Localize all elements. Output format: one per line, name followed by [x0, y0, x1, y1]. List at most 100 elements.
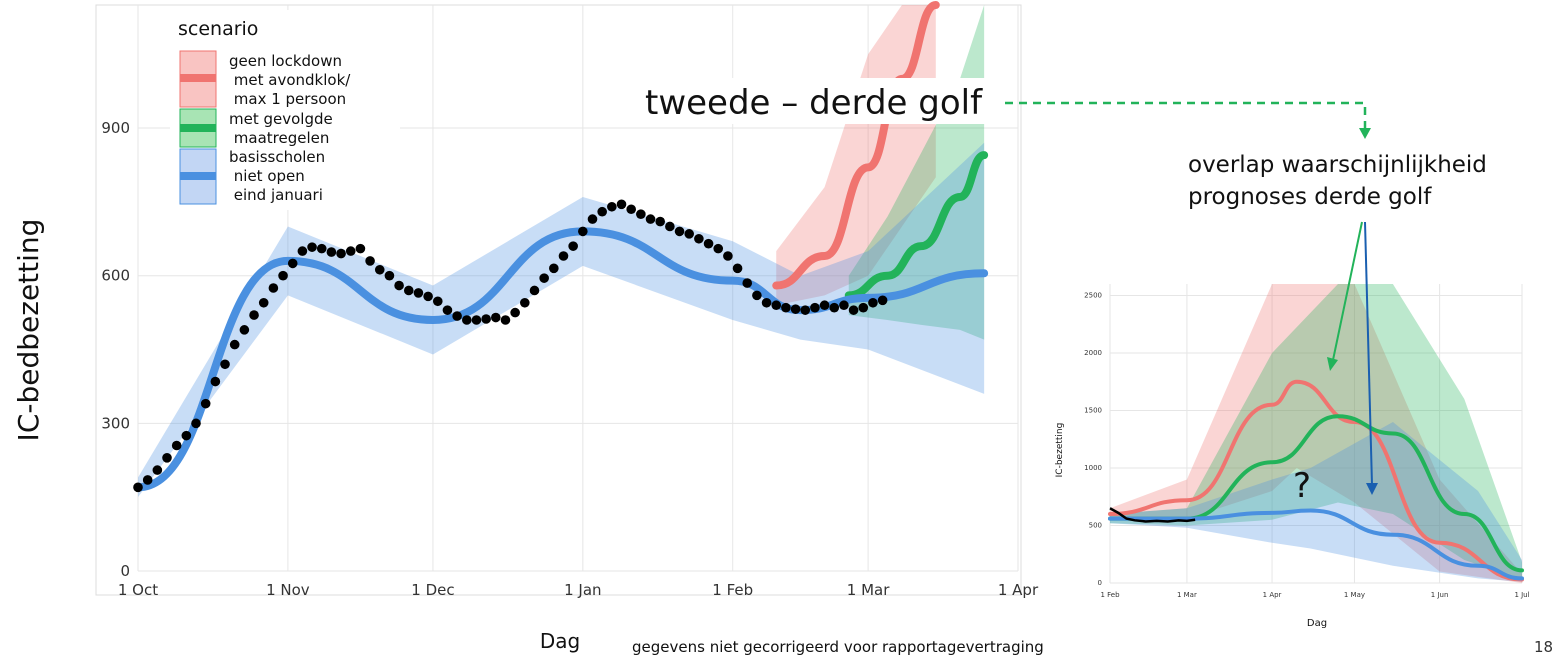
main-observed-point: [142, 475, 153, 485]
main-observed-point: [800, 305, 811, 315]
main-observed-point: [819, 300, 830, 311]
main-observed-point: [258, 297, 269, 308]
main-observed-point: [636, 209, 646, 219]
main-observed-point: [210, 376, 221, 387]
main-observed-point: [877, 295, 888, 306]
main-observed-point: [723, 251, 733, 261]
inset-x-axis-label: Dag: [1307, 618, 1327, 629]
legend-label-red-2: met avondklok/: [229, 71, 351, 89]
main-observed-point: [848, 305, 859, 315]
main-observed-point: [336, 248, 346, 259]
main-y-tick-label: 900: [101, 119, 130, 137]
legend-label-red-3: max 1 persoon: [229, 90, 346, 108]
inset-x-ticks: 1 Feb 1 Mar 1 Apr 1 May 1 Jun 1 Jul: [1100, 591, 1529, 599]
question-mark: ?: [1293, 466, 1311, 506]
main-x-ticks: 1 Oct 1 Nov 1 Dec 1 Jan 1 Feb 1 Mar 1 Apr: [118, 581, 1039, 599]
main-observed-point: [829, 302, 840, 313]
main-x-axis-label: Dag: [540, 629, 580, 653]
main-observed-point: [558, 251, 569, 261]
main-x-tick-label: 1 Jan: [564, 581, 601, 599]
main-observed-point: [162, 453, 172, 463]
inset-observed-points: [1109, 507, 1196, 523]
annotation-dashed-arrow: [1005, 101, 1367, 130]
main-observed-point: [491, 312, 501, 323]
main-x-tick-label: 1 Oct: [118, 581, 158, 599]
main-observed-point: [316, 243, 327, 254]
overlap-arrow-blue: [1364, 221, 1373, 486]
main-y-tick-label: 600: [101, 267, 130, 285]
inset-y-tick-label: 1000: [1084, 464, 1102, 472]
main-observed-point: [481, 314, 491, 324]
main-observed-point: [607, 201, 617, 212]
inset-plot-panel: [1098, 283, 1536, 593]
main-observed-point: [374, 264, 385, 275]
main-observed-point: [665, 221, 675, 232]
main-observed-point: [413, 288, 424, 298]
main-observed-point: [229, 339, 240, 350]
inset-x-tick-label: 1 Jul: [1514, 591, 1529, 599]
main-observed-point: [732, 263, 743, 274]
main-observed-point: [326, 247, 337, 257]
main-y-tick-label: 0: [120, 562, 130, 580]
main-band-2: [138, 142, 985, 498]
legend-label-green-2: maatregelen: [229, 129, 329, 147]
main-observed-point: [510, 307, 520, 318]
annotation-main: tweede – derde golf: [645, 83, 983, 123]
inset-lines: [1108, 379, 1524, 582]
inset-y-tick-label: 500: [1089, 522, 1102, 530]
main-observed-point: [171, 440, 182, 451]
main-observed-point: [839, 300, 849, 311]
main-observed-point: [239, 325, 250, 335]
main-observed-point: [307, 242, 317, 252]
main-observed-point: [287, 258, 298, 269]
main-observed-points: [133, 199, 888, 493]
main-observed-point: [384, 270, 395, 281]
main-x-tick-label: 1 Dec: [411, 581, 454, 599]
main-observed-point: [578, 226, 588, 237]
main-observed-point: [674, 226, 685, 237]
main-observed-point: [268, 283, 279, 293]
legend-label-blue-2: niet open: [229, 167, 305, 185]
legend-label-red-1: geen lockdown: [229, 52, 342, 70]
inset-y-tick-label: 2000: [1084, 349, 1102, 357]
inset-series-line-2: [1108, 508, 1524, 581]
inset-x-tick-label: 1 Feb: [1100, 591, 1120, 599]
main-observed-point: [394, 280, 404, 291]
main-observed-point: [520, 297, 530, 308]
main-observed-point: [761, 297, 772, 308]
main-observed-point: [645, 214, 656, 224]
main-observed-point: [587, 214, 598, 224]
main-series-line-1: [844, 151, 989, 300]
main-observed-point: [181, 430, 192, 441]
main-observed-point: [539, 273, 549, 283]
inset-chart: 1 Feb 1 Mar 1 Apr 1 May 1 Jun 1 Jul 0 500 1000 1…: [1055, 283, 1536, 629]
overlap-arrow-green-head: [1327, 357, 1338, 371]
main-observed-point: [471, 315, 482, 325]
footnote: gegevens niet gecorrigeerd voor rapporta…: [632, 638, 1044, 656]
main-observed-point: [423, 291, 433, 302]
overlap-arrow-green: [1332, 221, 1363, 361]
inset-x-tick-label: 1 Apr: [1263, 591, 1282, 599]
legend-key-blue: [179, 148, 217, 205]
main-observed-point: [278, 270, 288, 281]
main-x-tick-label: 1 Feb: [712, 581, 753, 599]
main-observed-point: [249, 310, 259, 320]
annotation-overlap-line-1: overlap waarschijnlijkheid: [1188, 152, 1487, 178]
main-observed-point: [403, 285, 414, 296]
inset-x-tick-label: 1 May: [1344, 591, 1365, 599]
main-band-1: [848, 5, 985, 340]
main-observed-point: [549, 263, 559, 274]
inset-y-tick-label: 1500: [1084, 407, 1102, 415]
legend-key-red: [179, 50, 217, 108]
main-series-line-0: [772, 1, 940, 290]
main-observed-point: [781, 302, 791, 313]
main-observed-point: [461, 315, 472, 325]
page-number: 18: [1534, 638, 1553, 656]
inset-series-line-0: [1108, 379, 1524, 582]
main-observed-point: [133, 482, 143, 493]
main-observed-point: [442, 305, 453, 315]
main-observed-point: [858, 302, 869, 313]
inset-y-tick-label: 0: [1098, 579, 1102, 587]
annotation-box: [630, 78, 990, 124]
